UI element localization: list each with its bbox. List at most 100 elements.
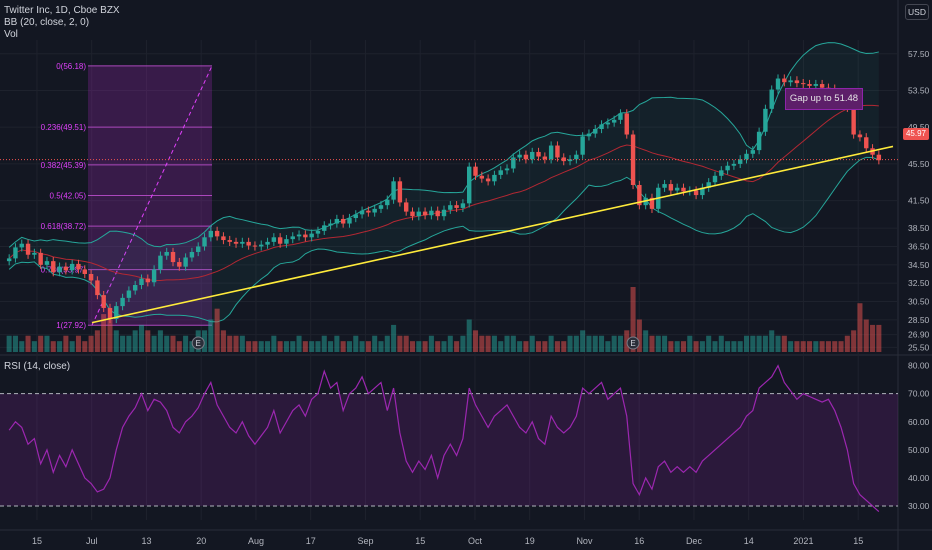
volume-bar — [309, 341, 315, 352]
candle-body — [668, 184, 674, 191]
candle-body — [737, 159, 743, 164]
candle-body — [775, 78, 781, 90]
volume-bar — [38, 335, 44, 352]
candle-body — [214, 230, 220, 237]
symbol-legend[interactable]: Twitter Inc, 1D, Cboe BZX — [4, 5, 120, 16]
volume-bar — [214, 308, 220, 352]
volume-bar — [57, 341, 63, 352]
candle-body — [246, 241, 251, 246]
volume-bar — [573, 335, 579, 352]
candle-body — [328, 223, 333, 226]
candle-body — [296, 234, 302, 237]
rsi-legend[interactable]: RSI (14, close) — [4, 361, 71, 372]
candle-body — [599, 124, 604, 130]
candle-body — [517, 154, 522, 158]
volume-bar — [12, 335, 18, 352]
volume-bar — [630, 287, 636, 352]
volume-legend[interactable]: Vol — [4, 29, 18, 40]
price-tick-label: 57.50 — [908, 49, 930, 59]
candle-body — [6, 258, 12, 262]
candle-body — [523, 154, 529, 160]
candle-body — [857, 134, 863, 138]
candle-body — [706, 182, 711, 188]
volume-bar — [283, 341, 289, 352]
price-tick-label: 30.50 — [908, 297, 930, 307]
earnings-marker — [191, 336, 205, 350]
volume-bar — [208, 319, 214, 352]
volume-bar — [391, 324, 397, 352]
candle-body — [618, 113, 623, 120]
candle-body — [807, 84, 812, 86]
volume-bar — [662, 335, 668, 352]
volume-bar — [220, 330, 226, 352]
volume-bar — [246, 341, 252, 352]
earnings-marker-label: E — [630, 339, 635, 348]
candle-body — [290, 236, 295, 240]
volume-bar — [372, 335, 378, 352]
volume-bar — [365, 341, 371, 352]
volume-bar — [498, 341, 504, 352]
volume-bar — [227, 335, 233, 352]
volume-bar — [271, 335, 277, 352]
currency-button[interactable]: USD — [905, 4, 929, 20]
volume-bar — [762, 335, 768, 352]
price-tick-label: 32.50 — [908, 278, 930, 288]
candle-body — [57, 266, 62, 273]
candle-body — [756, 131, 762, 151]
fib-level-label: 0.786(33.97) — [41, 266, 87, 275]
volume-bar — [743, 335, 750, 352]
time-tick-label: Oct — [468, 536, 483, 546]
candle-body — [719, 170, 724, 176]
volume-bar — [643, 330, 649, 352]
volume-bar — [510, 335, 516, 352]
candle-body — [32, 252, 37, 255]
candle-body — [126, 290, 132, 298]
support-trendline — [91, 145, 894, 324]
volume-bar — [189, 341, 195, 352]
candle-body — [13, 247, 18, 259]
volume-bar — [447, 335, 453, 352]
candle-body — [101, 295, 106, 308]
volume-bar — [101, 314, 107, 352]
rsi-tick-label: 60.00 — [908, 417, 930, 427]
candle-body — [303, 234, 308, 238]
candle-body — [460, 203, 466, 208]
time-tick-label: 13 — [141, 536, 151, 546]
volume-bar — [807, 341, 813, 352]
time-tick-label: 15 — [853, 536, 863, 546]
volume-bar — [126, 335, 132, 352]
candle-body — [158, 255, 163, 270]
gap-annotation[interactable]: Gap up to 51.48 — [785, 88, 863, 110]
candle-body — [265, 241, 270, 245]
fib-level-label: 0(56.18) — [56, 62, 86, 71]
time-tick-label: Sep — [357, 536, 373, 546]
volume-bar — [636, 319, 642, 352]
candle-body — [819, 84, 825, 88]
candle-body — [334, 218, 340, 224]
candle-body — [76, 263, 81, 270]
candle-body — [410, 211, 415, 217]
volume-bar — [422, 341, 428, 352]
candle-body — [25, 243, 31, 255]
bb-legend[interactable]: BB (20, close, 2, 0) — [4, 17, 90, 28]
volume-bar — [706, 335, 712, 352]
rsi-line — [8, 364, 880, 513]
volume-bar — [561, 341, 567, 352]
volume-bar — [857, 303, 863, 352]
candle-body — [542, 156, 548, 160]
price-tick-label: 45.50 — [908, 159, 930, 169]
candle-body — [252, 245, 258, 247]
volume-bar — [441, 341, 447, 352]
volume-bar — [731, 341, 737, 352]
price-tick-label: 41.50 — [908, 196, 930, 206]
volume-bar — [599, 335, 605, 352]
volume-bar — [788, 341, 794, 352]
trendline[interactable] — [91, 145, 894, 324]
candle-body — [876, 154, 882, 161]
candle-body — [467, 166, 472, 204]
volume-bar — [781, 335, 787, 352]
volume-bar — [88, 335, 94, 352]
volume-bar — [718, 335, 724, 352]
earnings-marker-label: E — [196, 339, 201, 348]
